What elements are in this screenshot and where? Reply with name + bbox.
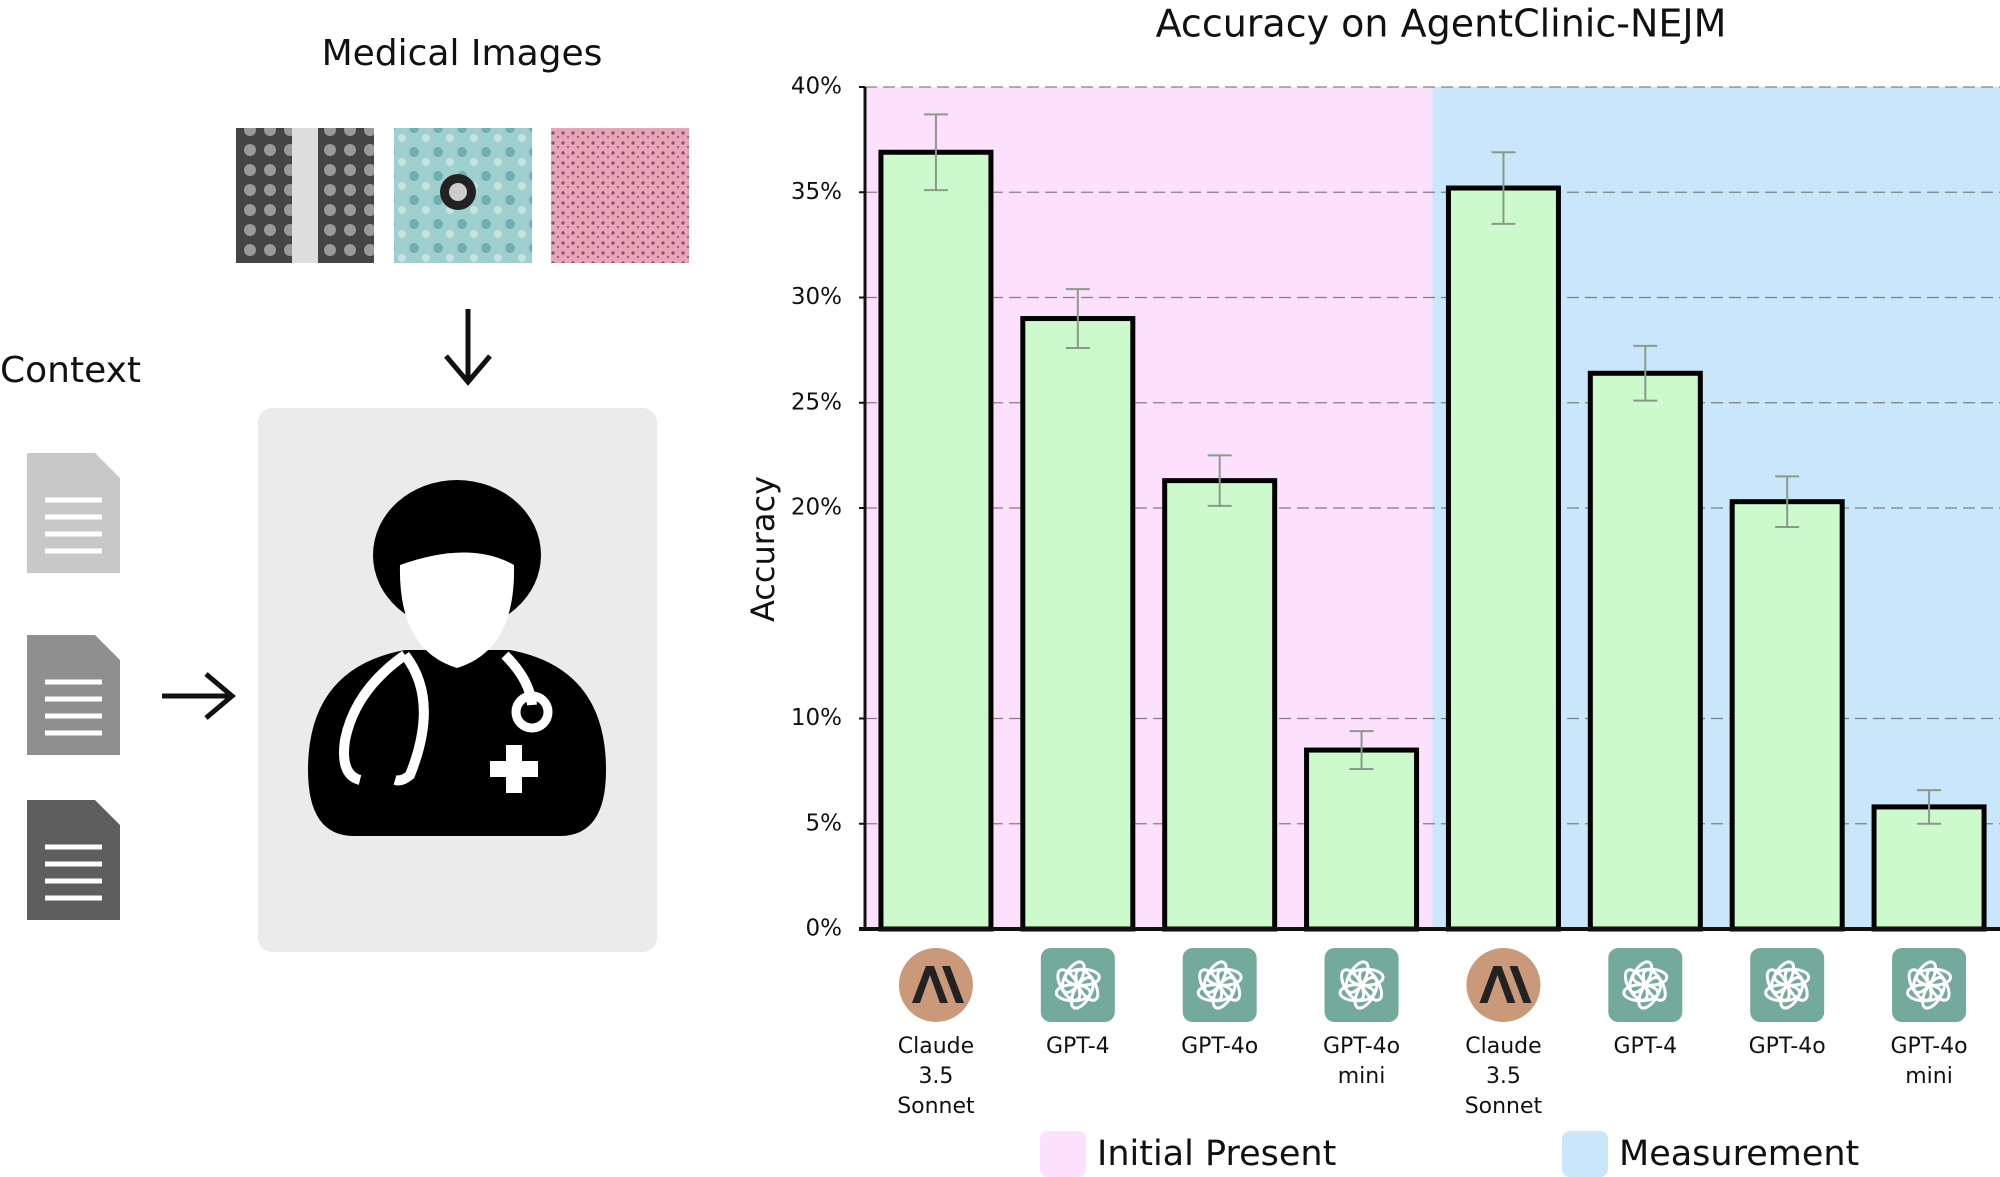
y-tick-label: 5% <box>806 810 843 836</box>
y-axis-label: Accuracy <box>744 476 782 622</box>
histology-image <box>551 128 689 263</box>
y-tick-label: 10% <box>791 705 842 731</box>
bar <box>1020 316 1136 932</box>
legend-label: Initial Present <box>1097 1134 1336 1174</box>
doctor-icon <box>308 480 606 836</box>
logo-petal <box>1631 967 1669 987</box>
x-tick-label: Claude 3.5 Sonnet <box>1464 1034 1543 1119</box>
x-tick-label: GPT-4o mini <box>1890 1034 1968 1089</box>
error-bar <box>1349 730 1374 771</box>
bar <box>1729 499 1845 932</box>
context-label: Context <box>0 350 141 391</box>
logo-petal <box>1773 967 1811 987</box>
arrow-right <box>162 672 236 720</box>
bar <box>1162 478 1278 932</box>
legend-label: Measurement <box>1619 1134 1859 1174</box>
openai-logo <box>1182 948 1257 1022</box>
logo-petal <box>1347 967 1385 987</box>
logo-petal <box>1063 967 1101 987</box>
x-tick-label: GPT-4o <box>1748 1034 1826 1059</box>
logo-mark <box>1479 966 1532 1003</box>
openai-logo <box>1608 948 1683 1022</box>
bar <box>1871 804 1987 932</box>
y-tick-label: 40% <box>791 74 842 100</box>
y-tick-label: 30% <box>791 284 842 310</box>
claude-logo <box>1466 948 1541 1022</box>
arrow-down <box>444 309 492 386</box>
legend-swatch <box>1040 1131 1086 1177</box>
bar <box>1304 747 1420 932</box>
bar <box>878 149 994 932</box>
x-tick-label: GPT-4 <box>1045 1034 1110 1059</box>
mri-spine <box>292 128 318 263</box>
chart-title: Accuracy on AgentClinic-NEJM <box>1156 2 1727 46</box>
legend-swatch <box>1562 1131 1608 1177</box>
logo-petal <box>1205 967 1243 987</box>
logo-petal <box>1915 967 1953 987</box>
openai-logo <box>1892 948 1967 1022</box>
x-tick-label: GPT-4o <box>1181 1034 1259 1059</box>
cytology-cell-core <box>449 183 467 201</box>
openai-logo <box>1324 948 1399 1022</box>
error-bar <box>1065 288 1090 350</box>
error-bar <box>1917 789 1942 825</box>
logo-mark <box>911 966 964 1003</box>
claude-logo <box>898 948 973 1022</box>
error-bar <box>1633 344 1658 402</box>
error-bar <box>1491 151 1516 225</box>
y-tick-label: 25% <box>791 389 842 415</box>
images-label: Medical Images <box>322 33 603 74</box>
y-tick-label: 0% <box>806 916 843 942</box>
error-bar <box>1207 454 1232 507</box>
x-tick-label: GPT-4o mini <box>1322 1034 1401 1089</box>
bar <box>1587 370 1703 932</box>
bar <box>1445 185 1561 932</box>
documents <box>27 453 120 920</box>
y-tick-label: 35% <box>791 179 842 205</box>
y-tick-label: 20% <box>791 495 842 521</box>
x-tick-label: GPT-4 <box>1613 1034 1678 1059</box>
x-tick-label: Claude 3.5 Sonnet <box>897 1034 975 1119</box>
openai-logo <box>1750 948 1825 1022</box>
error-bar <box>1775 475 1800 528</box>
openai-logo <box>1040 948 1115 1022</box>
error-bar <box>923 113 948 192</box>
